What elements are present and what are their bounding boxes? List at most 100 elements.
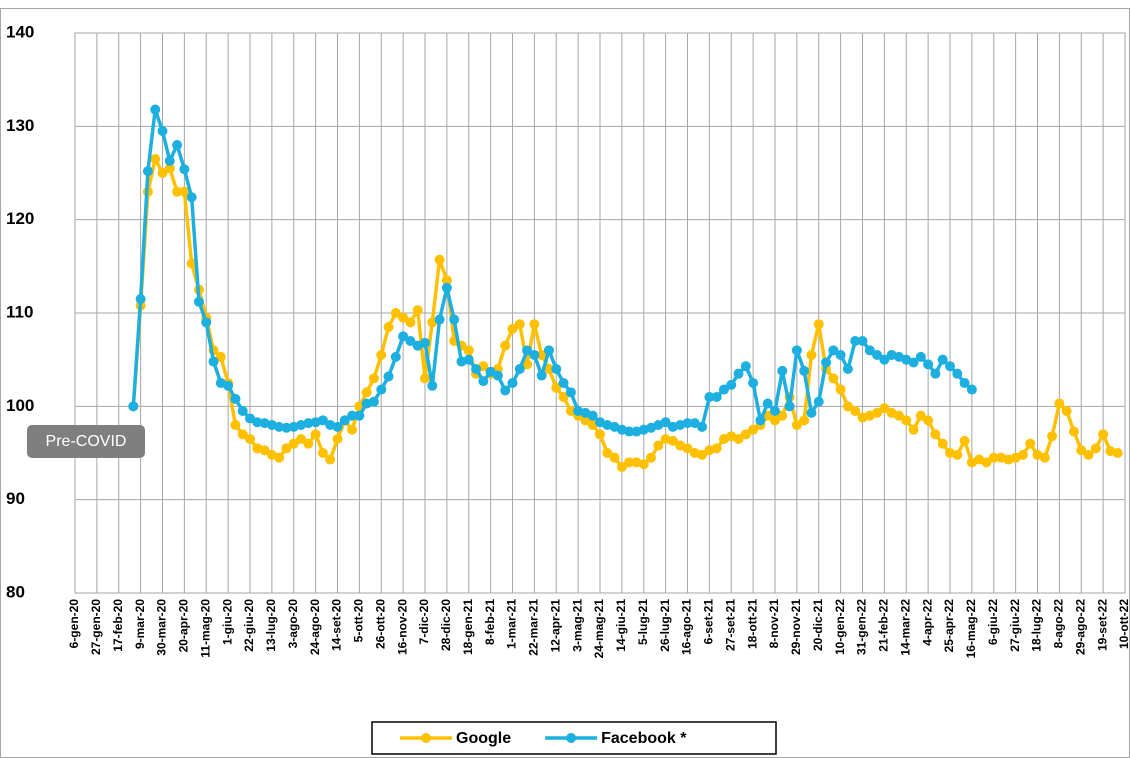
data-point	[332, 421, 343, 432]
x-tick-label: 12-apr-21	[548, 599, 562, 653]
data-point	[945, 361, 955, 372]
data-point	[682, 443, 693, 454]
x-tick-label: 24-mag-21	[592, 599, 606, 659]
data-point	[383, 371, 394, 382]
x-tick-label: 8-nov-21	[767, 599, 781, 649]
data-point	[390, 351, 401, 362]
data-point	[580, 415, 591, 426]
data-point	[624, 457, 635, 468]
data-point	[959, 435, 970, 446]
data-point	[412, 305, 423, 316]
data-point	[667, 435, 678, 446]
data-point	[1090, 443, 1101, 454]
data-point	[842, 364, 853, 374]
data-point	[558, 392, 569, 402]
x-tick-label: 29-ago-22	[1073, 599, 1087, 655]
data-point	[361, 387, 372, 398]
data-point	[733, 434, 744, 444]
data-point	[879, 403, 890, 414]
data-point	[988, 452, 999, 463]
data-point	[507, 323, 518, 334]
data-point	[463, 354, 474, 365]
x-tick-label: 22-mar-21	[527, 599, 541, 656]
data-point	[711, 392, 722, 402]
data-point	[901, 415, 912, 426]
data-point	[770, 415, 780, 426]
data-point	[405, 317, 416, 328]
data-point	[697, 449, 708, 460]
legend-marker	[421, 733, 431, 743]
data-point	[368, 373, 379, 384]
series-line	[131, 107, 974, 434]
x-tick-label: 6-giu-22	[986, 599, 1000, 645]
legend-marker	[566, 733, 577, 743]
data-point	[828, 345, 839, 356]
data-point	[529, 319, 540, 330]
data-point	[748, 378, 759, 388]
data-point	[150, 154, 161, 164]
x-tick-label: 18-gen-21	[461, 599, 475, 655]
data-point	[930, 368, 941, 379]
data-point	[813, 319, 824, 330]
data-point	[128, 401, 139, 412]
annotation-box	[27, 425, 145, 458]
data-point	[500, 340, 511, 351]
data-point	[237, 429, 248, 440]
data-point	[405, 336, 416, 346]
x-tick-label: 16-nov-20	[395, 599, 409, 655]
data-point	[522, 359, 533, 370]
data-point	[981, 457, 992, 468]
data-point	[908, 424, 919, 435]
data-point	[172, 140, 183, 150]
legend-label: Google	[456, 730, 511, 747]
x-tick-label: 19-set-22	[1095, 599, 1109, 651]
data-point	[718, 384, 729, 395]
data-point	[952, 449, 963, 460]
data-point	[449, 314, 460, 325]
x-tick-label: 1-mar-21	[505, 599, 519, 649]
data-point	[514, 319, 525, 330]
data-point	[354, 410, 365, 421]
data-point	[157, 126, 168, 136]
data-point	[296, 434, 307, 444]
data-point	[1047, 431, 1058, 442]
data-point	[923, 415, 934, 426]
data-point	[915, 410, 926, 421]
data-point	[164, 163, 175, 174]
data-point	[558, 378, 569, 388]
data-point	[390, 308, 401, 318]
data-point	[215, 351, 226, 362]
data-point	[500, 385, 511, 396]
x-tick-label: 10-ott-22	[1117, 599, 1130, 649]
data-point	[347, 424, 358, 435]
data-point	[1076, 445, 1087, 456]
data-point	[281, 422, 292, 433]
data-point	[616, 462, 627, 472]
x-tick-label: 26-lug-21	[658, 599, 672, 652]
data-point	[339, 415, 350, 426]
x-tick-label: 4-apr-22	[920, 599, 934, 646]
data-point	[711, 443, 722, 454]
data-point	[463, 345, 474, 356]
x-tick-label: 20-apr-20	[177, 599, 191, 653]
data-point	[281, 443, 292, 454]
data-point	[441, 275, 452, 286]
x-tick-label: 18-ott-21	[745, 599, 759, 649]
data-point	[441, 282, 452, 293]
data-point	[376, 384, 387, 395]
data-point	[915, 351, 926, 362]
data-point	[966, 384, 977, 395]
data-point	[602, 448, 613, 458]
x-tick-label: 13-lug-20	[264, 599, 278, 652]
data-point	[347, 410, 358, 421]
data-point	[529, 350, 540, 360]
legend-label: Facebook *	[601, 730, 687, 747]
data-point	[952, 368, 963, 379]
data-point	[893, 410, 904, 421]
data-point	[376, 350, 387, 360]
data-point	[923, 359, 934, 370]
data-point	[259, 445, 270, 456]
data-point	[791, 345, 802, 356]
data-point	[492, 370, 503, 381]
